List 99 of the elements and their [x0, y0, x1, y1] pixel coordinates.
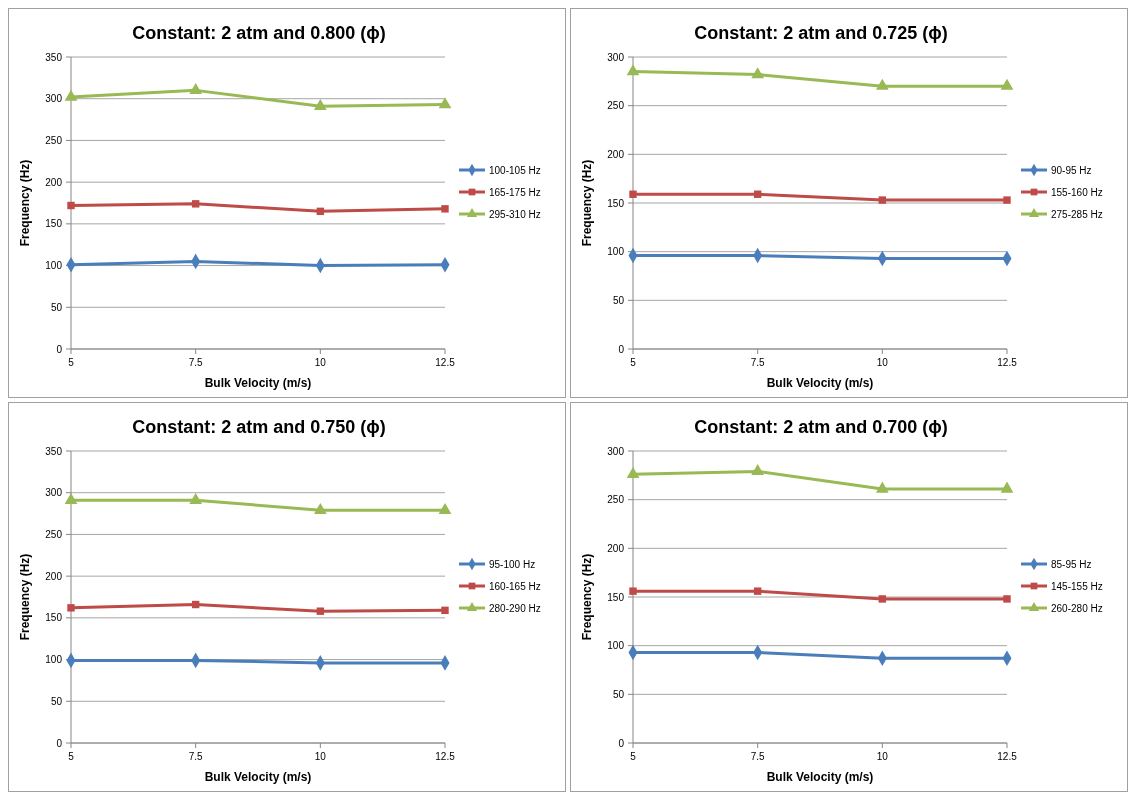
y-tick-label: 350 [45, 445, 63, 457]
y-tick-label: 250 [45, 134, 63, 146]
y-tick-label: 200 [45, 570, 63, 582]
legend-label: 295-310 Hz [489, 208, 541, 220]
y-tick-label: 50 [50, 301, 63, 313]
point [441, 205, 449, 213]
point [438, 97, 452, 109]
y-tick-label: 200 [45, 176, 63, 188]
point [189, 83, 203, 95]
x-tick-label: 7.5 [188, 357, 204, 368]
legend-label: 155-160 Hz [1051, 186, 1103, 198]
y-tick-label: 250 [607, 494, 625, 506]
point [753, 587, 762, 595]
x-tick-label: 10 [876, 751, 889, 762]
x-tick-label: 5 [630, 751, 637, 762]
y-tick-label: 150 [607, 197, 625, 209]
y-tick-label: 150 [45, 218, 63, 230]
legend-label: 275-285 Hz [1051, 208, 1103, 220]
x-tick-label: 7.5 [188, 751, 204, 762]
x-axis-title: Bulk Velocity (m/s) [204, 770, 312, 784]
point [878, 196, 887, 204]
legend-label: 95-100 Hz [489, 558, 536, 570]
legend-label: 165-175 Hz [489, 186, 541, 198]
legend-label: 260-280 Hz [1051, 602, 1103, 614]
y-axis-title: Frequency (Hz) [580, 159, 594, 247]
y-tick-label: 50 [612, 294, 625, 306]
point [629, 587, 637, 595]
x-tick-label: 10 [876, 357, 889, 368]
point [313, 502, 327, 514]
point [629, 190, 637, 198]
x-axis-title: Bulk Velocity (m/s) [204, 376, 312, 390]
point [1000, 481, 1014, 493]
y-tick-label: 100 [607, 640, 625, 652]
y-tick-label: 150 [607, 591, 625, 603]
y-tick-label: 0 [56, 737, 63, 749]
y-axis-title: Frequency (Hz) [18, 553, 32, 641]
y-tick-label: 100 [607, 246, 625, 258]
y-tick-label: 300 [45, 487, 63, 499]
x-tick-label: 7.5 [750, 751, 766, 762]
point [67, 201, 75, 210]
legend-label: 280-290 Hz [489, 602, 541, 614]
y-tick-label: 100 [45, 654, 63, 666]
chart-title: Constant: 2 atm and 0.700 (ϕ) [694, 417, 948, 437]
y-axis-title: Frequency (Hz) [580, 553, 594, 641]
x-tick-label: 5 [68, 357, 75, 368]
y-tick-label: 100 [45, 260, 63, 272]
y-tick-label: 50 [612, 688, 625, 700]
x-axis-title: Bulk Velocity (m/s) [766, 770, 874, 784]
y-tick-label: 300 [607, 51, 625, 63]
legend-label: 160-165 Hz [489, 580, 541, 592]
chart-title: Constant: 2 atm and 0.750 (ϕ) [132, 417, 386, 437]
y-tick-label: 0 [56, 343, 63, 355]
y-tick-label: 150 [45, 612, 63, 624]
y-tick-label: 300 [45, 93, 63, 105]
x-tick-label: 12.5 [435, 357, 456, 368]
chart-title: Constant: 2 atm and 0.800 (ϕ) [132, 23, 386, 43]
point [316, 607, 325, 615]
point [626, 467, 640, 479]
point [313, 98, 327, 110]
point [64, 492, 78, 504]
x-axis-title: Bulk Velocity (m/s) [766, 376, 874, 390]
legend-label: 90-95 Hz [1051, 164, 1092, 176]
chart-title: Constant: 2 atm and 0.725 (ϕ) [694, 23, 948, 43]
point [751, 464, 765, 476]
point [438, 502, 452, 514]
point [441, 606, 449, 615]
x-tick-label: 5 [68, 751, 75, 762]
legend-label: 145-155 Hz [1051, 580, 1103, 592]
y-tick-label: 50 [50, 695, 63, 707]
point [626, 64, 640, 76]
point [189, 492, 203, 504]
x-tick-label: 10 [314, 357, 327, 368]
y-tick-label: 200 [607, 148, 625, 160]
x-tick-label: 10 [314, 751, 327, 762]
legend-label: 85-95 Hz [1051, 558, 1092, 570]
y-tick-label: 0 [618, 343, 625, 355]
point [751, 67, 765, 79]
legend-label: 100-105 Hz [489, 164, 541, 176]
y-tick-label: 250 [45, 528, 63, 540]
point [1000, 78, 1014, 90]
point [1003, 595, 1011, 603]
point [875, 78, 889, 90]
point [878, 595, 887, 603]
x-tick-label: 5 [630, 357, 637, 368]
y-tick-label: 0 [618, 737, 625, 749]
point [67, 604, 75, 612]
x-tick-label: 12.5 [997, 357, 1018, 368]
x-tick-label: 12.5 [997, 751, 1018, 762]
y-tick-label: 200 [607, 542, 625, 554]
y-tick-label: 300 [607, 445, 625, 457]
y-axis-title: Frequency (Hz) [18, 159, 32, 247]
y-tick-label: 250 [607, 100, 625, 112]
point [191, 200, 200, 208]
x-tick-label: 7.5 [750, 357, 766, 368]
y-tick-label: 350 [45, 51, 63, 63]
point [64, 89, 78, 101]
point [875, 481, 889, 493]
point [1003, 196, 1011, 204]
x-tick-label: 12.5 [435, 751, 456, 762]
